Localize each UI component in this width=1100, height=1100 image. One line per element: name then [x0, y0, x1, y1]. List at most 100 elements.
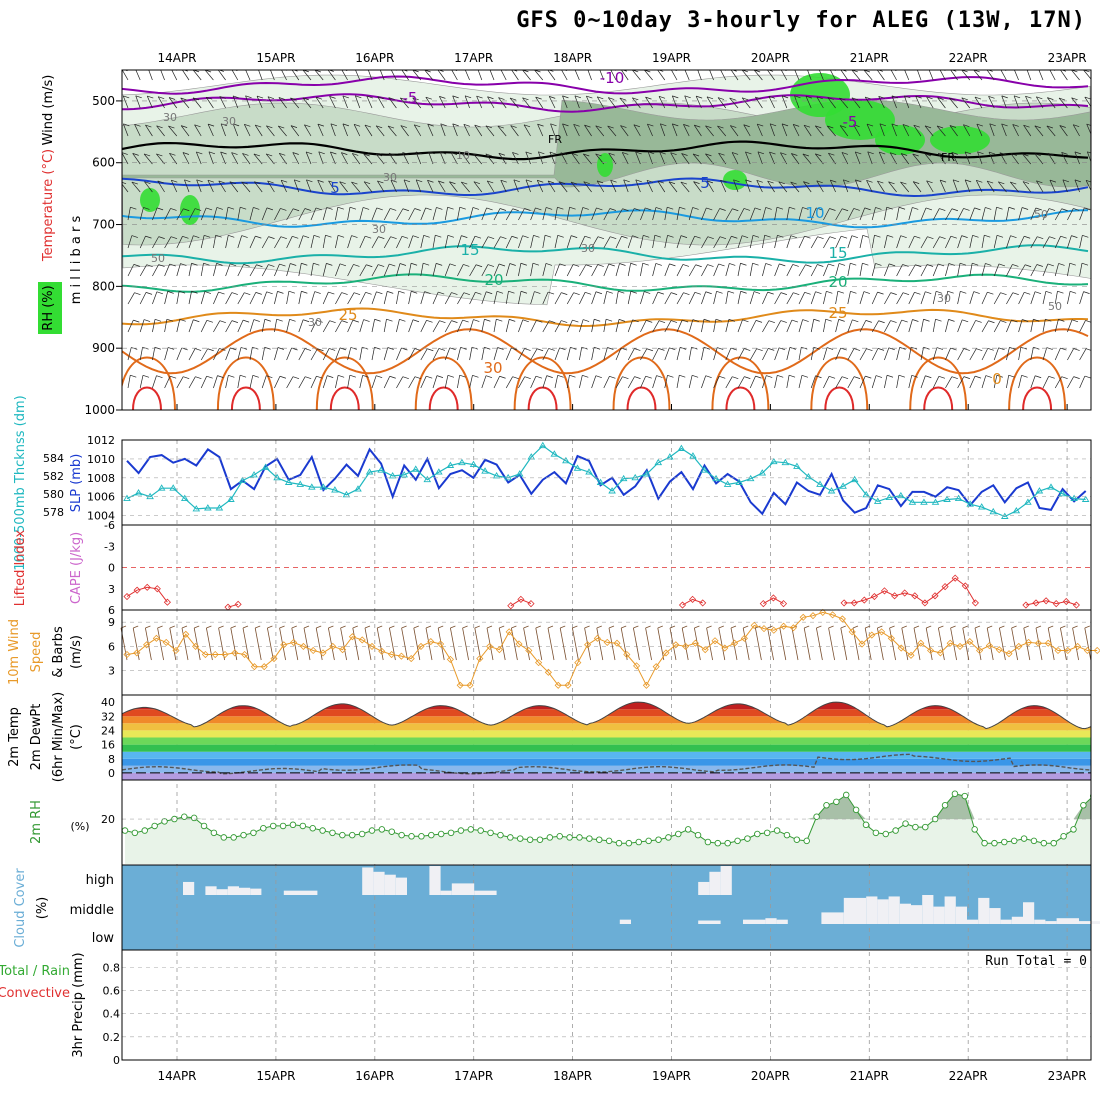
panel-frame-wind [121, 609, 1092, 696]
wind-barb-flag [449, 181, 456, 185]
rh-2m-marker [1070, 826, 1077, 833]
wind-barb [671, 123, 678, 137]
slp-tick-label: 1010 [87, 453, 115, 466]
wind-barb [571, 153, 580, 165]
surface-wind-barbs [120, 625, 1092, 661]
wind-barb-flag [158, 264, 165, 267]
wind-barb [518, 208, 525, 221]
wind-barb-flag [608, 152, 615, 156]
wind-barb-flag [279, 152, 286, 156]
cloud-block-middle [989, 908, 1001, 924]
wind-barb [408, 235, 414, 249]
wind-barb [859, 291, 865, 305]
surface-wind-barb [352, 627, 360, 661]
wind-barb-flag [231, 152, 238, 155]
wind-barb-flag [266, 291, 273, 295]
wind-barb [469, 375, 473, 389]
wind-barb-flag [132, 153, 139, 156]
wind-barb-flag [583, 153, 590, 157]
surface-wind-barb-flag [706, 625, 712, 629]
wind-barb [249, 235, 256, 249]
wind-barb [998, 181, 1007, 193]
wind-barb-flag [329, 96, 336, 99]
wind-barb-flag [938, 375, 946, 379]
wind-speed-marker [309, 646, 317, 655]
wind-barb [505, 263, 511, 277]
wind-barb [807, 70, 812, 81]
wind-barb-flag [341, 292, 348, 295]
thickness-marker [735, 478, 743, 485]
surface-wind-barb-flag [804, 625, 810, 629]
wind-barb-flag [1060, 235, 1067, 239]
wind-barb [1001, 123, 1007, 137]
rh-tick-label: 20 [101, 813, 115, 826]
wind-barb [347, 319, 354, 333]
cloud-block-middle [698, 920, 721, 924]
thickness-marker [411, 465, 420, 472]
wind-barb-flag [549, 96, 556, 99]
wind-barb [254, 124, 263, 137]
rh-2m-marker [665, 834, 672, 841]
wind-speed-marker [691, 639, 699, 647]
wind-barb [169, 153, 178, 165]
wind-barb-flag [696, 95, 703, 99]
wind-barb-flag [667, 206, 674, 210]
wind-barb [205, 96, 214, 109]
wind-barb [652, 348, 659, 361]
thickness-marker [331, 486, 339, 493]
wind-barb-flag [338, 374, 345, 378]
wind-barb [701, 347, 705, 361]
surface-heat-loop-inner [132, 386, 162, 410]
wind-barb-flag [243, 264, 250, 267]
thickness-marker [1070, 494, 1078, 502]
wind-barb [986, 180, 995, 193]
wind-barb-flag [1060, 347, 1067, 351]
wind-barb [256, 95, 263, 109]
thickness-marker [250, 471, 258, 478]
wind-barb-flag [276, 318, 283, 322]
wind-barb [152, 319, 156, 333]
wind-speed-marker [1015, 642, 1023, 650]
wind-barb-flag [378, 236, 385, 239]
thickness-marker [539, 441, 547, 449]
wind-barb-flag [509, 97, 517, 101]
rh-2m-marker [141, 827, 149, 834]
wind-barb-flag [682, 319, 689, 323]
thickness-marker [134, 489, 143, 496]
wind-barb-flag [281, 179, 288, 183]
wind-barb [969, 207, 975, 221]
wind-barb-flag [949, 97, 956, 101]
wind-barb [823, 347, 828, 361]
wind-barb [945, 319, 949, 333]
thickness-marker [1058, 489, 1067, 497]
wind-barb [964, 179, 971, 193]
wind-barb [896, 319, 903, 333]
wind-barb-flag [536, 348, 544, 352]
temp-color-band [122, 716, 1091, 724]
wind-barb-flag [743, 124, 750, 128]
lifted-index-marker [951, 574, 959, 582]
wind-barb [863, 70, 873, 81]
rh-2m-marker [922, 823, 929, 831]
surface-wind-barb [718, 627, 726, 661]
wind-barb [457, 292, 465, 305]
wind-barb-flag [476, 95, 483, 99]
wind-barb-flag [403, 179, 411, 183]
wind-barb-flag [937, 263, 945, 267]
thickness-marker [642, 470, 651, 477]
wind-barb [671, 70, 678, 81]
wind-barb-flag [815, 291, 822, 295]
wind-barb-flag [1031, 70, 1033, 71]
wind-barb [871, 375, 877, 389]
surface-wind-barb-flag [1072, 625, 1078, 629]
surface-wind-barb [572, 627, 579, 661]
wind-barb-flag [815, 153, 822, 157]
wind-barb-flag [597, 96, 604, 100]
rh-2m-marker [190, 814, 198, 822]
thickness-marker [1012, 506, 1021, 514]
wind-barb [481, 236, 489, 249]
wind-barb-flag [264, 346, 271, 350]
wind-barb-flag [316, 375, 323, 379]
wind-barb [164, 263, 171, 277]
wind-barb [261, 347, 265, 361]
